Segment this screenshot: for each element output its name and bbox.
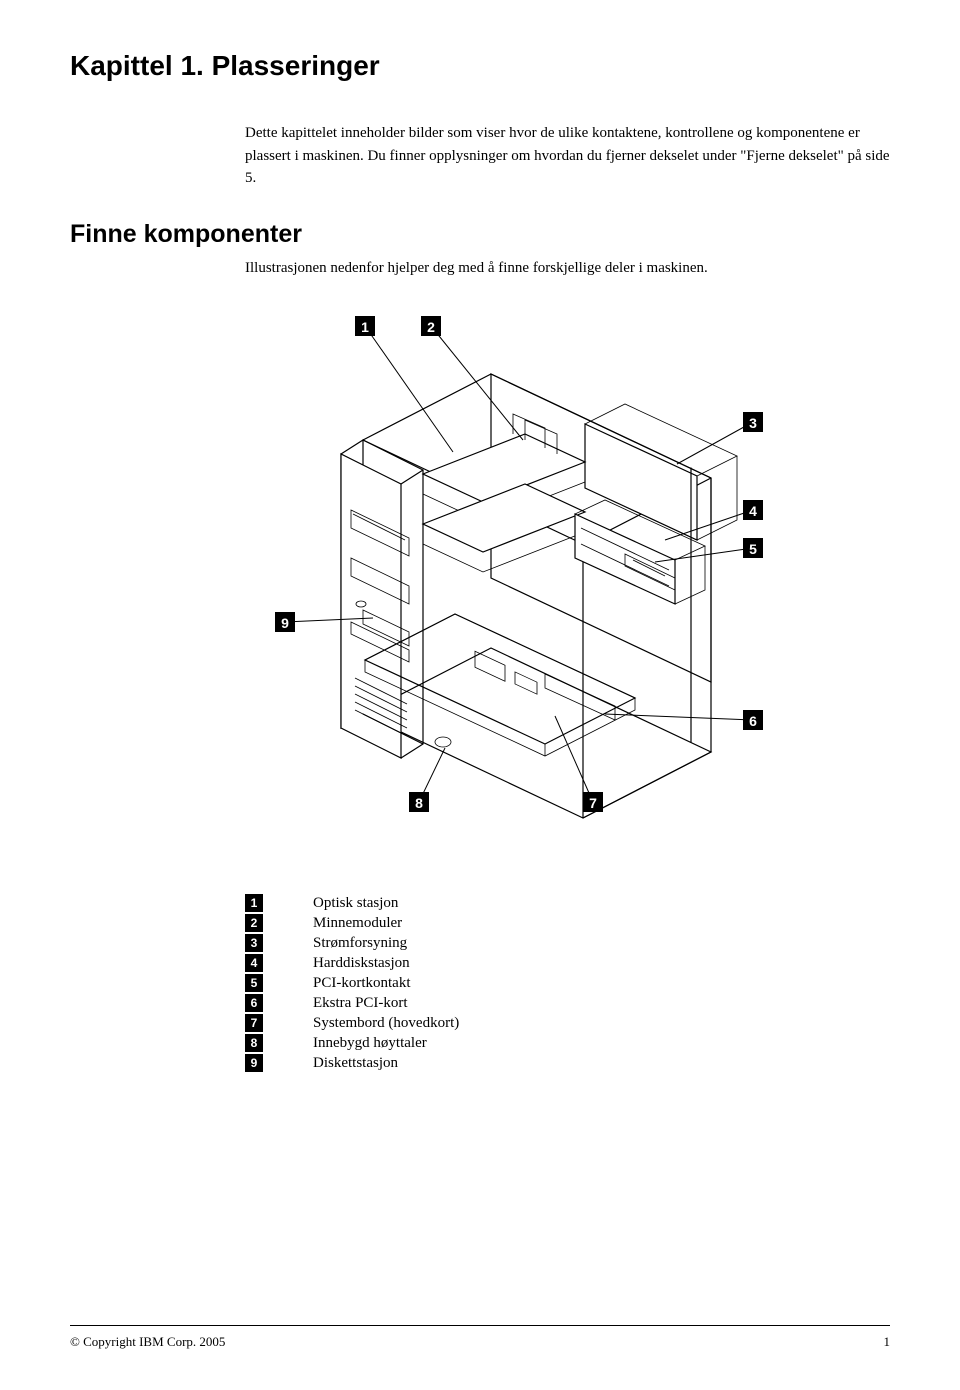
callout-number: 6 — [749, 713, 757, 729]
legend-number-icon: 4 — [245, 954, 263, 972]
section-title: Finne komponenter — [70, 220, 890, 249]
callout-number: 3 — [749, 415, 757, 431]
legend-row: 2 Minnemoduler — [245, 914, 890, 932]
legend-row: 1 Optisk stasjon — [245, 894, 890, 912]
legend-row: 7 Systembord (hovedkort) — [245, 1014, 890, 1032]
legend-row: 3 Strømforsyning — [245, 934, 890, 952]
callout-number: 9 — [281, 615, 289, 631]
legend-label: Systembord (hovedkort) — [313, 1015, 459, 1032]
callout-number: 1 — [361, 319, 369, 335]
footer-copyright: © Copyright IBM Corp. 2005 — [70, 1334, 225, 1350]
legend-label: Harddiskstasjon — [313, 955, 410, 972]
callout-number: 5 — [749, 541, 757, 557]
legend-number-icon: 7 — [245, 1014, 263, 1032]
legend-number-icon: 2 — [245, 914, 263, 932]
diagram-container: 1 2 3 4 5 6 7 8 9 — [245, 304, 890, 869]
page-title: Kapittel 1. Plasseringer — [70, 50, 890, 82]
intro-paragraph: Dette kapittelet inneholder bilder som v… — [245, 122, 890, 190]
footer-page-number: 1 — [884, 1334, 891, 1350]
legend-number-icon: 1 — [245, 894, 263, 912]
legend-label: PCI-kortkontakt — [313, 975, 411, 992]
legend-row: 9 Diskettstasjon — [245, 1054, 890, 1072]
legend-label: Minnemoduler — [313, 915, 402, 932]
legend-row: 6 Ekstra PCI-kort — [245, 994, 890, 1012]
legend-row: 4 Harddiskstasjon — [245, 954, 890, 972]
legend-number-icon: 5 — [245, 974, 263, 992]
callout-number: 7 — [589, 795, 597, 811]
callout-number: 2 — [427, 319, 435, 335]
legend-label: Ekstra PCI-kort — [313, 995, 408, 1012]
computer-diagram: 1 2 3 4 5 6 7 8 9 — [245, 304, 805, 864]
legend-label: Innebygd høyttaler — [313, 1035, 427, 1052]
legend-list: 1 Optisk stasjon 2 Minnemoduler 3 Strømforsyn… — [245, 894, 890, 1072]
legend-number-icon: 6 — [245, 994, 263, 1012]
page-footer: © Copyright IBM Corp. 2005 1 — [70, 1325, 890, 1350]
legend-number-icon: 3 — [245, 934, 263, 952]
legend-label: Diskettstasjon — [313, 1055, 398, 1072]
section-text: Illustrasjonen nedenfor hjelper deg med … — [245, 257, 890, 280]
legend-number-icon: 9 — [245, 1054, 263, 1072]
callout-number: 4 — [749, 503, 757, 519]
legend-label: Strømforsyning — [313, 935, 407, 952]
legend-row: 5 PCI-kortkontakt — [245, 974, 890, 992]
legend-label: Optisk stasjon — [313, 895, 398, 912]
legend-number-icon: 8 — [245, 1034, 263, 1052]
legend-row: 8 Innebygd høyttaler — [245, 1034, 890, 1052]
callout-number: 8 — [415, 795, 423, 811]
